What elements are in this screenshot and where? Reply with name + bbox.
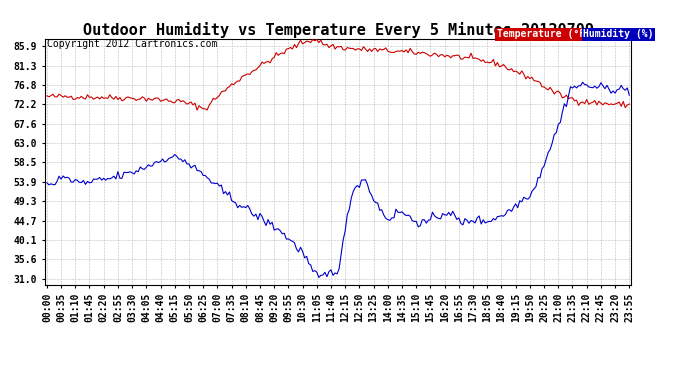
- Title: Outdoor Humidity vs Temperature Every 5 Minutes 20120709: Outdoor Humidity vs Temperature Every 5 …: [83, 22, 593, 38]
- Text: Humidity (%): Humidity (%): [583, 29, 653, 39]
- Text: Temperature (°F): Temperature (°F): [497, 29, 591, 39]
- Text: Copyright 2012 Cartronics.com: Copyright 2012 Cartronics.com: [47, 39, 217, 49]
